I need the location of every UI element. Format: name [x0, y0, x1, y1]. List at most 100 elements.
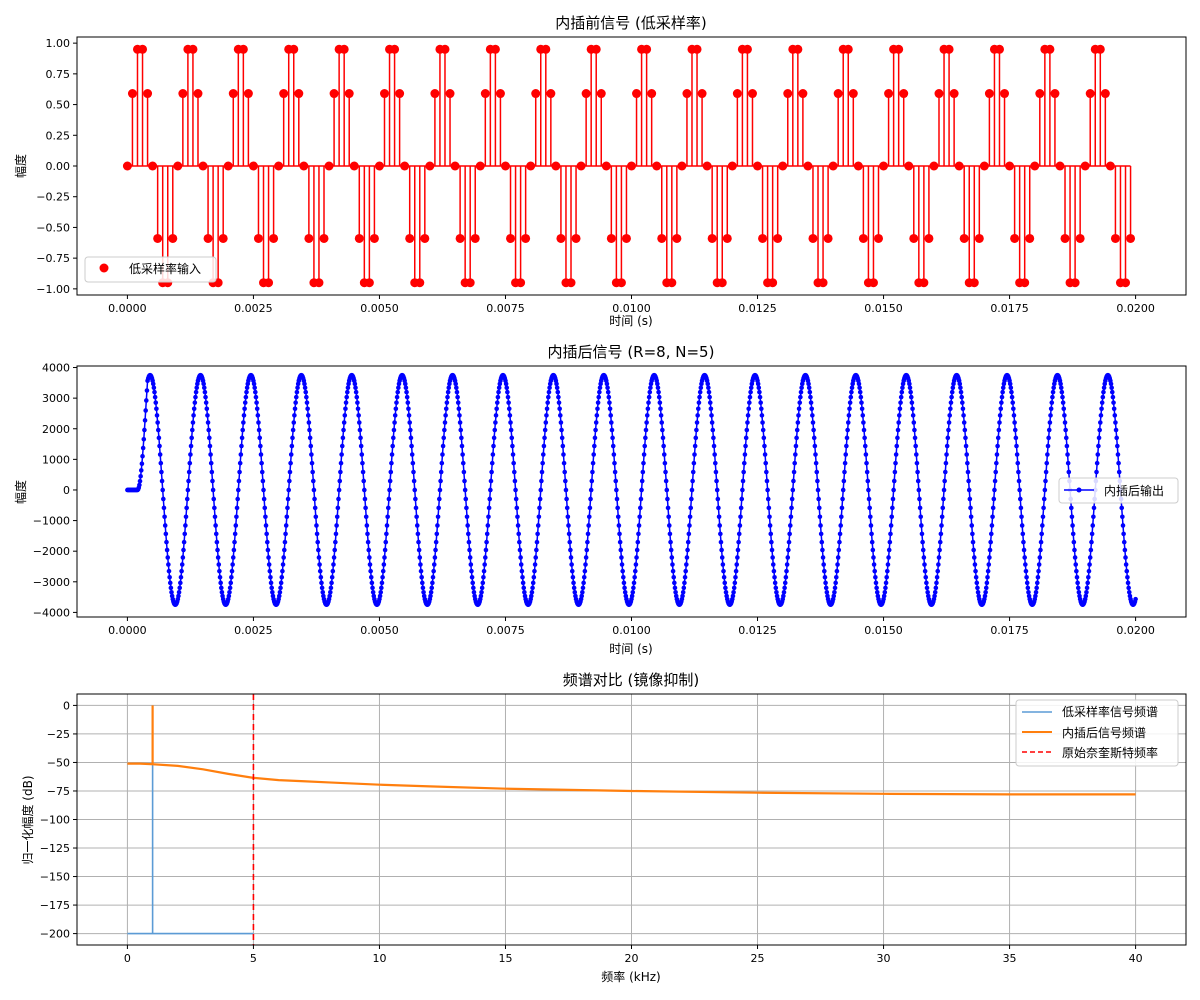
interpolated-point	[839, 505, 845, 511]
interpolated-point	[336, 487, 342, 493]
interpolated-point	[765, 496, 771, 502]
stem-marker	[798, 89, 808, 99]
interpolated-point	[1047, 420, 1053, 425]
interpolated-point	[587, 505, 593, 511]
interpolated-point	[782, 580, 788, 586]
panel3-xtick-label: 30	[877, 952, 891, 965]
stem-marker	[959, 233, 969, 243]
interpolated-point	[456, 406, 462, 412]
stem-marker	[541, 44, 551, 54]
interpolated-point	[637, 514, 642, 520]
interpolated-point	[580, 589, 585, 595]
interpolated-point	[822, 568, 827, 574]
interpolated-point	[1015, 460, 1021, 466]
interpolated-point	[432, 555, 438, 560]
interpolated-point	[484, 539, 489, 545]
interpolated-point	[1024, 580, 1030, 586]
stem-marker	[606, 233, 616, 243]
interpolated-point	[741, 460, 747, 466]
interpolated-point	[210, 487, 216, 493]
interpolated-point	[838, 523, 843, 528]
stem-marker	[521, 233, 531, 243]
interpolated-point	[591, 452, 596, 457]
interpolated-point	[746, 406, 752, 412]
interpolated-point	[384, 523, 390, 528]
stem-marker	[722, 233, 732, 243]
interpolated-point	[241, 420, 246, 425]
stem-marker	[314, 278, 324, 288]
interpolated-point	[946, 427, 951, 433]
interpolated-point	[283, 523, 289, 528]
interpolated-point	[556, 394, 561, 400]
interpolated-point	[369, 580, 375, 586]
interpolated-point	[912, 435, 918, 441]
interpolated-point	[665, 496, 670, 502]
panel1-ytick-label: −1.00	[36, 283, 70, 296]
stem-marker	[969, 278, 979, 288]
interpolated-point	[522, 589, 527, 595]
panel1-ytick-label: −0.50	[36, 221, 70, 234]
interpolated-point	[912, 427, 917, 433]
interpolated-point	[485, 523, 491, 528]
interpolated-point	[585, 531, 591, 537]
interpolated-point	[588, 496, 593, 502]
interpolated-point	[1060, 394, 1065, 400]
stem-marker	[269, 233, 279, 243]
interpolated-point	[445, 394, 450, 400]
interpolated-point	[266, 555, 271, 560]
interpolated-point	[157, 443, 162, 449]
interpolated-point	[539, 478, 544, 484]
interpolated-point	[544, 406, 550, 412]
panel2-legend-box	[1058, 477, 1179, 504]
stem-marker	[455, 233, 465, 243]
interpolated-point	[187, 460, 193, 466]
interpolated-point	[856, 381, 862, 387]
interpolated-point	[328, 589, 333, 595]
stem-marker	[420, 233, 430, 243]
interpolated-point	[817, 514, 823, 520]
interpolated-point	[1072, 547, 1077, 553]
interpolated-point	[621, 574, 626, 580]
interpolated-point	[907, 381, 912, 387]
interpolated-point	[917, 496, 922, 502]
interpolated-point	[1010, 400, 1016, 405]
interpolated-point	[183, 514, 189, 520]
interpolated-point	[707, 394, 712, 400]
interpolated-point	[387, 487, 392, 493]
interpolated-point	[1113, 420, 1118, 425]
interpolated-point	[969, 523, 975, 528]
interpolated-point	[1124, 568, 1130, 574]
interpolated-point	[305, 413, 311, 418]
interpolated-point	[736, 531, 742, 537]
interpolated-point	[619, 555, 624, 560]
interpolated-point	[957, 381, 963, 387]
interpolated-point	[412, 487, 418, 493]
interpolated-point	[910, 406, 915, 412]
interpolated-point	[1058, 381, 1063, 387]
interpolated-point	[333, 539, 338, 545]
interpolated-point	[455, 394, 460, 400]
interpolated-point	[513, 496, 519, 502]
interpolated-point	[207, 435, 212, 441]
interpolated-point	[387, 478, 393, 484]
interpolated-point	[363, 505, 368, 511]
interpolated-point	[438, 469, 444, 475]
interpolated-point	[144, 388, 150, 393]
interpolated-point	[946, 420, 952, 425]
interpolated-point	[1091, 514, 1096, 520]
interpolated-point	[758, 400, 763, 405]
interpolated-point	[507, 413, 513, 418]
interpolated-point	[535, 523, 541, 528]
interpolated-point	[995, 443, 1000, 449]
interpolated-point	[238, 452, 244, 457]
interpolated-point	[335, 505, 341, 511]
interpolated-point	[786, 547, 791, 553]
interpolated-point	[720, 562, 726, 567]
interpolated-point	[365, 539, 371, 545]
interpolated-point	[914, 452, 919, 457]
interpolated-point	[389, 452, 395, 457]
interpolated-point	[413, 505, 419, 511]
interpolated-point	[278, 585, 283, 591]
interpolated-point	[864, 460, 869, 466]
interpolated-point	[588, 487, 594, 493]
